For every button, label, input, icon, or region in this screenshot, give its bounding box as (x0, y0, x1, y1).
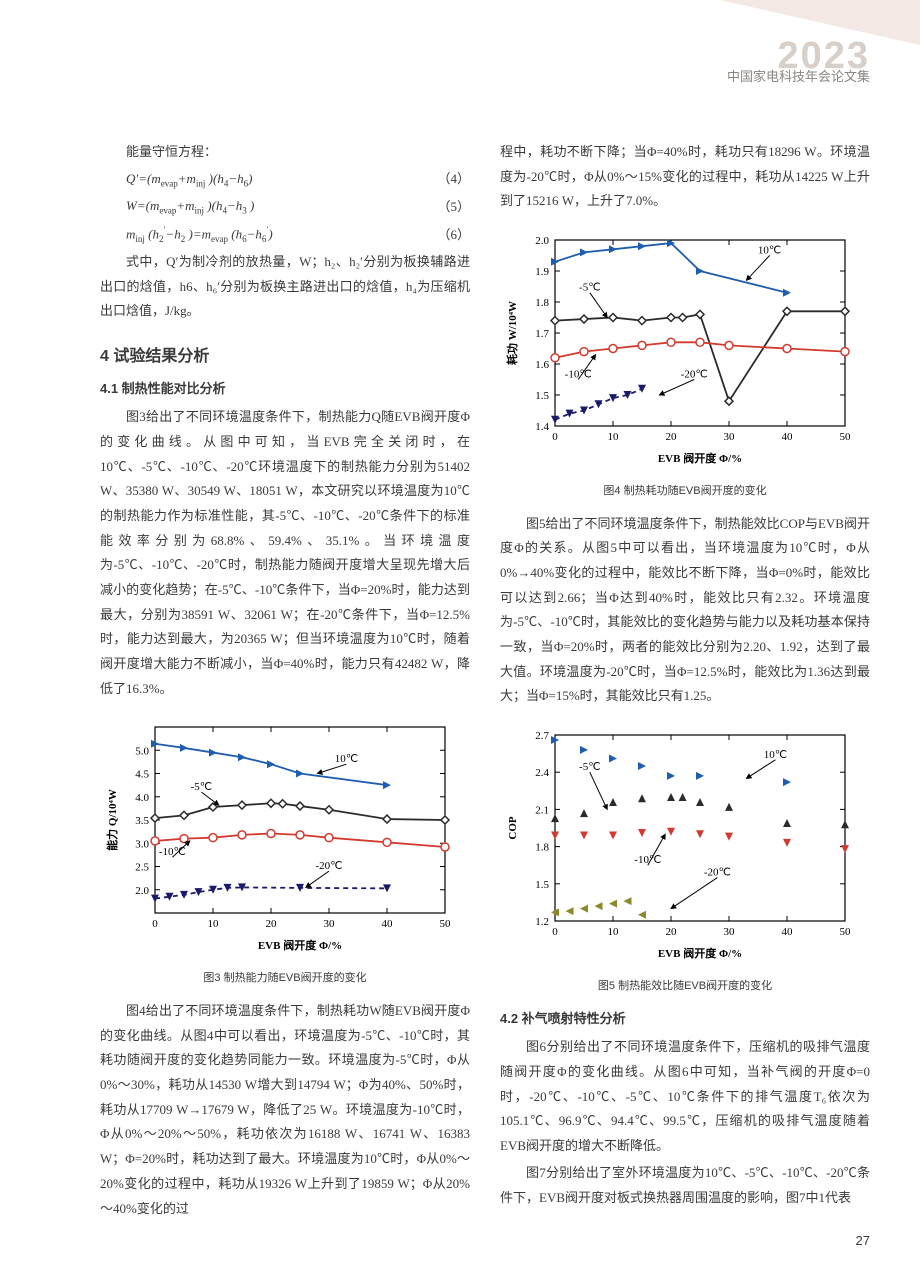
eq-num-6: （6） (437, 223, 470, 248)
svg-text:3.5: 3.5 (135, 815, 149, 827)
svg-text:-20℃: -20℃ (315, 861, 342, 873)
fig5-caption: 图5 制热能效比随EVB阀开度的变化 (500, 976, 870, 997)
svg-text:50: 50 (440, 918, 452, 930)
svg-text:50: 50 (840, 926, 852, 938)
svg-text:40: 40 (382, 918, 394, 930)
svg-text:-20℃: -20℃ (681, 369, 708, 381)
svg-text:30: 30 (724, 926, 736, 938)
svg-text:2.4: 2.4 (535, 767, 549, 779)
fig4-caption: 图4 制热耗功随EVB阀开度的变化 (500, 481, 870, 502)
svg-text:0: 0 (152, 918, 158, 930)
svg-text:10: 10 (608, 926, 620, 938)
svg-text:耗功 W/10⁴W: 耗功 W/10⁴W (505, 301, 519, 365)
svg-text:EVB 阀开度 Φ/%: EVB 阀开度 Φ/% (258, 938, 342, 952)
svg-text:EVB 阀开度 Φ/%: EVB 阀开度 Φ/% (658, 946, 742, 960)
svg-text:20: 20 (266, 918, 278, 930)
svg-text:-5℃: -5℃ (579, 761, 601, 773)
page-header: 2023 中国家电科技年会论文集 (0, 0, 920, 100)
section-4-1-title: 4.1 制热性能对比分析 (100, 377, 470, 402)
fig5-chart: 0 10 20 30 40 50 1.2 1.5 1.8 2.1 2.4 2.7 EVB 阀开度 Φ/%… (500, 723, 860, 963)
section-4-title: 4 试验结果分析 (100, 342, 470, 372)
figure-4: 0 10 20 30 40 50 1.4 1.5 1.6 1.7 1.8 1.9 2.0 EVB 阀开度 … (500, 228, 870, 477)
page-number: 27 (856, 1229, 870, 1254)
svg-text:50: 50 (840, 431, 852, 443)
svg-text:30: 30 (324, 918, 336, 930)
eq-num-4: （4） (437, 167, 470, 192)
eq-intro: 能量守恒方程： (100, 140, 470, 165)
svg-text:能力 Q/10⁴W: 能力 Q/10⁴W (105, 790, 119, 852)
svg-text:4.5: 4.5 (135, 769, 149, 781)
svg-text:10: 10 (208, 918, 220, 930)
svg-text:1.8: 1.8 (535, 842, 549, 854)
para-4-1-b-cont: 程中，耗功不断下降；当Φ=40%时，耗功只有18296 W。环境温度为-20℃时… (500, 140, 870, 214)
svg-text:40: 40 (782, 926, 794, 938)
svg-text:-20℃: -20℃ (704, 867, 731, 879)
svg-text:1.7: 1.7 (535, 328, 549, 340)
svg-text:-10℃: -10℃ (565, 369, 592, 381)
svg-text:10℃: 10℃ (335, 754, 358, 766)
equation-4: Q′=(mevap+minj )(h4−h6) （4） (100, 167, 470, 193)
svg-text:2.1: 2.1 (535, 805, 549, 817)
para-4-2-b: 图7分别给出了室外环境温度为10℃、-5℃、-10℃、-20℃条件下，EVB阀开… (500, 1161, 870, 1210)
svg-text:4.0: 4.0 (135, 792, 149, 804)
svg-text:1.8: 1.8 (535, 297, 549, 309)
fig3-caption: 图3 制热能力随EVB阀开度的变化 (100, 968, 470, 989)
para-4-1-b: 图4给出了不同环境温度条件下，制热耗功W随EVB阀开度Φ的变化曲线。从图4中可以… (100, 999, 470, 1221)
svg-text:-5℃: -5℃ (579, 282, 601, 294)
svg-text:1.9: 1.9 (535, 266, 549, 278)
para-4-2-a: 图6分别给出了不同环境温度条件下，压缩机的吸排气温度随阀开度Φ的变化曲线。从图6… (500, 1035, 870, 1158)
svg-text:1.2: 1.2 (535, 916, 549, 928)
fig4-chart: 0 10 20 30 40 50 1.4 1.5 1.6 1.7 1.8 1.9 2.0 EVB 阀开度 … (500, 228, 860, 468)
svg-text:1.5: 1.5 (535, 879, 549, 891)
svg-text:-5℃: -5℃ (191, 782, 213, 794)
svg-text:COP: COP (507, 816, 519, 840)
figure-5: 0 10 20 30 40 50 1.2 1.5 1.8 2.1 2.4 2.7 EVB 阀开度 Φ/%… (500, 723, 870, 972)
eq-num-5: （5） (437, 195, 470, 220)
svg-text:2.0: 2.0 (135, 885, 149, 897)
svg-text:30: 30 (724, 431, 736, 443)
equation-6: minj (h2′−h2 )=mevap (h6−h6′) （6） (100, 222, 470, 248)
svg-text:2.5: 2.5 (135, 862, 149, 874)
svg-text:-10℃: -10℃ (159, 847, 186, 859)
svg-text:10℃: 10℃ (758, 245, 781, 257)
two-column-body: 能量守恒方程： Q′=(mevap+minj )(h4−h6) （4） W=(m… (0, 140, 920, 1273)
svg-text:2.0: 2.0 (535, 235, 549, 247)
figure-3: 0 10 20 30 40 50 2.0 2.5 3.0 3.5 4.0 4.5 5.0 EVB 阀开度 … (100, 715, 470, 964)
svg-text:5.0: 5.0 (135, 746, 149, 758)
svg-text:0: 0 (552, 431, 558, 443)
svg-text:1.6: 1.6 (535, 359, 549, 371)
svg-text:EVB 阀开度 Φ/%: EVB 阀开度 Φ/% (658, 451, 742, 465)
svg-text:3.0: 3.0 (135, 839, 149, 851)
eq-note: 式中，Q′为制冷剂的放热量，W；h₂、h₂′分别为板换辅路进出口的焓值，h6、h… (100, 250, 470, 324)
header-subtitle: 中国家电科技年会论文集 (727, 65, 870, 90)
fig3-chart: 0 10 20 30 40 50 2.0 2.5 3.0 3.5 4.0 4.5 5.0 EVB 阀开度 … (100, 715, 460, 955)
svg-text:2.7: 2.7 (535, 730, 549, 742)
para-4-1-a: 图3给出了不同环境温度条件下，制热能力Q随EVB阀开度Φ的变化曲线。从图中可知，… (100, 405, 470, 701)
equation-5: W=(mevap+minj )(h4−h3 ) （5） (100, 194, 470, 220)
svg-text:1.4: 1.4 (535, 421, 549, 433)
para-4-1-c: 图5给出了不同环境温度条件下，制热能效比COP与EVB阀开度Φ的关系。从图5中可… (500, 512, 870, 710)
svg-text:20: 20 (666, 926, 678, 938)
svg-text:20: 20 (666, 431, 678, 443)
right-column: 程中，耗功不断下降；当Φ=40%时，耗功只有18296 W。环境温度为-20℃时… (500, 140, 870, 1223)
left-column: 能量守恒方程： Q′=(mevap+minj )(h4−h6) （4） W=(m… (100, 140, 470, 1223)
svg-text:10℃: 10℃ (764, 749, 787, 761)
svg-text:-10℃: -10℃ (634, 854, 661, 866)
section-4-2-title: 4.2 补气喷射特性分析 (500, 1007, 870, 1032)
svg-text:10: 10 (608, 431, 620, 443)
svg-text:40: 40 (782, 431, 794, 443)
svg-text:0: 0 (552, 926, 558, 938)
svg-text:1.5: 1.5 (535, 390, 549, 402)
